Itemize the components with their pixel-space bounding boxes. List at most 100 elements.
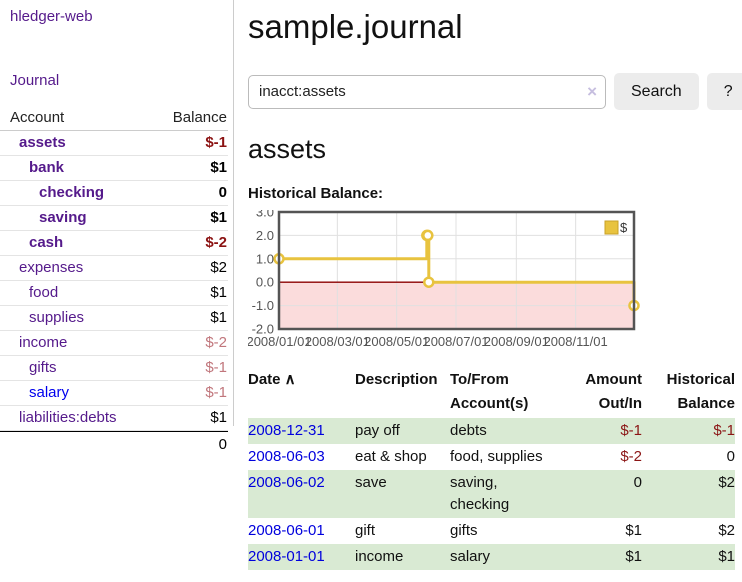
- register-header-row: Date ∧ Description To/From Account(s) Amoun…: [248, 368, 735, 418]
- x-axis-tick-label: 2008/05/01: [364, 334, 429, 349]
- y-axis-tick-label: -2.0: [252, 322, 274, 337]
- account-link[interactable]: food: [29, 284, 59, 301]
- account-row: checking 0: [0, 181, 228, 206]
- account-name-cell: food: [0, 281, 147, 306]
- account-link[interactable]: gifts: [29, 359, 57, 376]
- y-axis-tick-label: 3.0: [256, 210, 274, 220]
- account-balance: $-1: [146, 381, 228, 406]
- account-link[interactable]: bank: [29, 159, 65, 176]
- account-row: salary $-1: [0, 381, 228, 406]
- account-balance: $1: [146, 306, 228, 331]
- register-date-cell: 2008-06-02: [248, 470, 355, 518]
- accounts-header-account: Account: [0, 106, 147, 131]
- accounts-total-balance: 0: [146, 431, 228, 457]
- help-button[interactable]: ?: [706, 73, 742, 110]
- y-axis-tick-label: -1.0: [252, 298, 274, 313]
- app-title-link[interactable]: hledger-web: [10, 8, 93, 25]
- register-balance-cell: $2: [718, 522, 735, 539]
- transaction-date-link[interactable]: 2008-12-31: [248, 422, 325, 439]
- y-axis-tick-label: 1.0: [256, 251, 274, 266]
- data-point-marker: [423, 276, 435, 288]
- accounts-header-row: Account Balance: [0, 106, 228, 131]
- register-description-cell: pay off: [355, 422, 400, 439]
- account-link[interactable]: expenses: [19, 259, 84, 276]
- register-header-amount-out-in: Amount Out/In: [585, 371, 642, 412]
- account-row: cash $-2: [0, 231, 228, 256]
- transaction-date-link[interactable]: 2008-06-01: [248, 522, 325, 539]
- accounts-total-row: 0: [0, 431, 228, 457]
- register-row: 2008-01-01 income salary $1 $1: [248, 544, 735, 570]
- account-row: assets $-1: [0, 131, 228, 156]
- register-balance-cell: $-1: [713, 422, 735, 439]
- account-name-cell: assets: [0, 131, 147, 156]
- chart-title: Historical Balance:: [248, 185, 384, 202]
- account-name-cell: checking: [0, 181, 147, 206]
- register-accounts-cell: food, supplies: [450, 448, 543, 465]
- account-balance: $-2: [146, 331, 228, 356]
- account-link[interactable]: liabilities:debts: [19, 409, 117, 426]
- register-balance-cell: $2: [718, 474, 735, 491]
- account-balance: $1: [146, 156, 228, 181]
- transaction-date-link[interactable]: 2008-06-03: [248, 448, 325, 465]
- plot-frame: [277, 210, 636, 331]
- register-description-cell: gift: [355, 522, 376, 539]
- accounts-table: Account Balance assets $-1 bank $1 checking 0…: [0, 106, 228, 457]
- register-amount-cell: $1: [625, 522, 642, 539]
- account-row: bank $1: [0, 156, 228, 181]
- search-bar: × Search ?: [248, 73, 742, 110]
- account-row: gifts $-1: [0, 356, 228, 381]
- account-link[interactable]: saving: [39, 209, 87, 226]
- search-input[interactable]: [248, 74, 606, 109]
- account-link[interactable]: salary: [29, 384, 70, 401]
- account-row: expenses $2: [0, 256, 228, 281]
- register-row: 2008-06-03 eat & shop food, supplies $-2 0: [248, 444, 735, 470]
- account-link[interactable]: supplies: [29, 309, 85, 326]
- account-link[interactable]: cash: [29, 234, 64, 251]
- register-row: 2008-06-02 save saving, checking 0 $2: [248, 470, 735, 518]
- register-row: 2008-06-01 gift gifts $1 $2: [248, 518, 735, 544]
- register-accounts-cell: gifts: [450, 522, 478, 539]
- clear-search-icon[interactable]: ×: [587, 81, 597, 101]
- account-name-cell: salary: [0, 381, 147, 406]
- x-axis-tick-label: 2008/01/01: [248, 334, 312, 349]
- search-button[interactable]: Search: [614, 73, 699, 110]
- register-date-cell: 2008-01-01: [248, 544, 355, 570]
- account-row: saving $1: [0, 206, 228, 231]
- account-name-cell: saving: [0, 206, 147, 231]
- legend-label: $: [620, 220, 628, 235]
- account-name-cell: cash: [0, 231, 147, 256]
- register-description-cell: eat & shop: [355, 448, 427, 465]
- account-row: supplies $1: [0, 306, 228, 331]
- sort-asc-icon[interactable]: ∧: [280, 371, 296, 388]
- sidebar-item-journal[interactable]: Journal: [10, 72, 60, 89]
- search-input-wrap: ×: [248, 74, 606, 109]
- account-link[interactable]: assets: [19, 134, 66, 151]
- accounts-table-body: assets $-1 bank $1 checking 0 saving $1 cash $-2 e…: [0, 131, 228, 431]
- account-link[interactable]: checking: [39, 184, 105, 201]
- account-row: income $-2: [0, 331, 228, 356]
- x-axis-tick-label: 2008/07/01: [423, 334, 488, 349]
- account-balance: $2: [146, 256, 228, 281]
- account-name-cell: bank: [0, 156, 147, 181]
- register-amount-cell: $1: [625, 548, 642, 565]
- register-header-date[interactable]: Date ∧: [248, 371, 296, 388]
- account-name-cell: liabilities:debts: [0, 406, 147, 431]
- account-name-cell: gifts: [0, 356, 147, 381]
- register-date-cell: 2008-06-01: [248, 518, 355, 544]
- account-balance: 0: [146, 181, 228, 206]
- register-accounts-cell: salary: [450, 548, 491, 565]
- account-heading: assets: [248, 134, 327, 164]
- register-amount-cell: $-2: [620, 448, 642, 465]
- y-axis-tick-label: 2.0: [256, 228, 274, 243]
- account-link[interactable]: income: [19, 334, 68, 351]
- register-date-cell: 2008-12-31: [248, 418, 355, 444]
- accounts-header-balance: Balance: [146, 106, 228, 131]
- register-body: 2008-12-31 pay off debts $-1 $-1 2008-06-03 ea…: [248, 418, 735, 570]
- register-description-cell: income: [355, 548, 404, 565]
- register-amount-cell: 0: [633, 474, 642, 491]
- transaction-date-link[interactable]: 2008-06-02: [248, 474, 325, 491]
- transaction-date-link[interactable]: 2008-01-01: [248, 548, 325, 565]
- data-point-marker: [422, 229, 434, 242]
- account-balance: $-1: [146, 356, 228, 381]
